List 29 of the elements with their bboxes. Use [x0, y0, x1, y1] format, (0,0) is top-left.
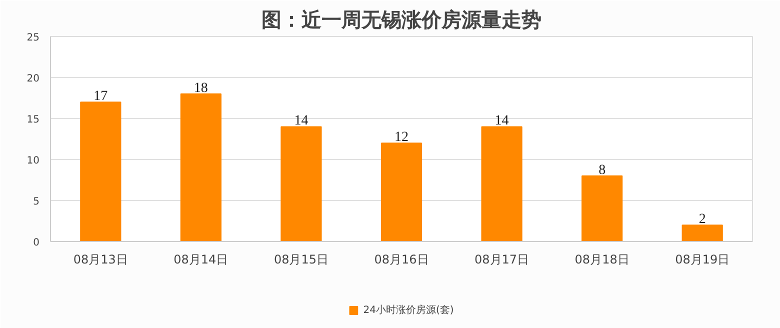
x-tick-label: 08月17日 [474, 252, 530, 266]
bar [582, 175, 623, 242]
bar [682, 224, 723, 242]
y-tick-label: 10 [26, 156, 40, 166]
y-tick-label: 15 [26, 114, 40, 126]
y-tick-label: 20 [26, 74, 40, 84]
x-tick-label: 08月15日 [274, 252, 328, 266]
data-label: 18 [194, 80, 208, 96]
data-label: 14 [294, 114, 308, 129]
bar [380, 142, 422, 242]
bar [180, 93, 222, 242]
x-tick-label: 08月14日 [174, 252, 228, 266]
data-label: 17 [94, 89, 108, 104]
data-label: 8 [598, 162, 606, 178]
data-label: 12 [394, 130, 408, 146]
y-tick-label: 5 [33, 196, 40, 208]
y-tick-label: 25 [26, 32, 40, 44]
data-label: 14 [494, 114, 509, 129]
chart-title: 图：近一周无锡涨价房源量走势 [262, 8, 542, 32]
bar [80, 102, 122, 242]
y-tick-label: 0 [33, 238, 40, 248]
x-tick-label: 08月16日 [374, 252, 429, 266]
x-tick-label: 08月13日 [73, 252, 128, 266]
x-tick-label: 08月19日 [675, 252, 730, 266]
bar [280, 126, 322, 242]
data-label: 2 [698, 212, 706, 228]
bar [481, 126, 522, 242]
legend-label: 24小时涨价房源(套) [363, 304, 454, 317]
x-tick-label: 08月18日 [574, 252, 630, 266]
